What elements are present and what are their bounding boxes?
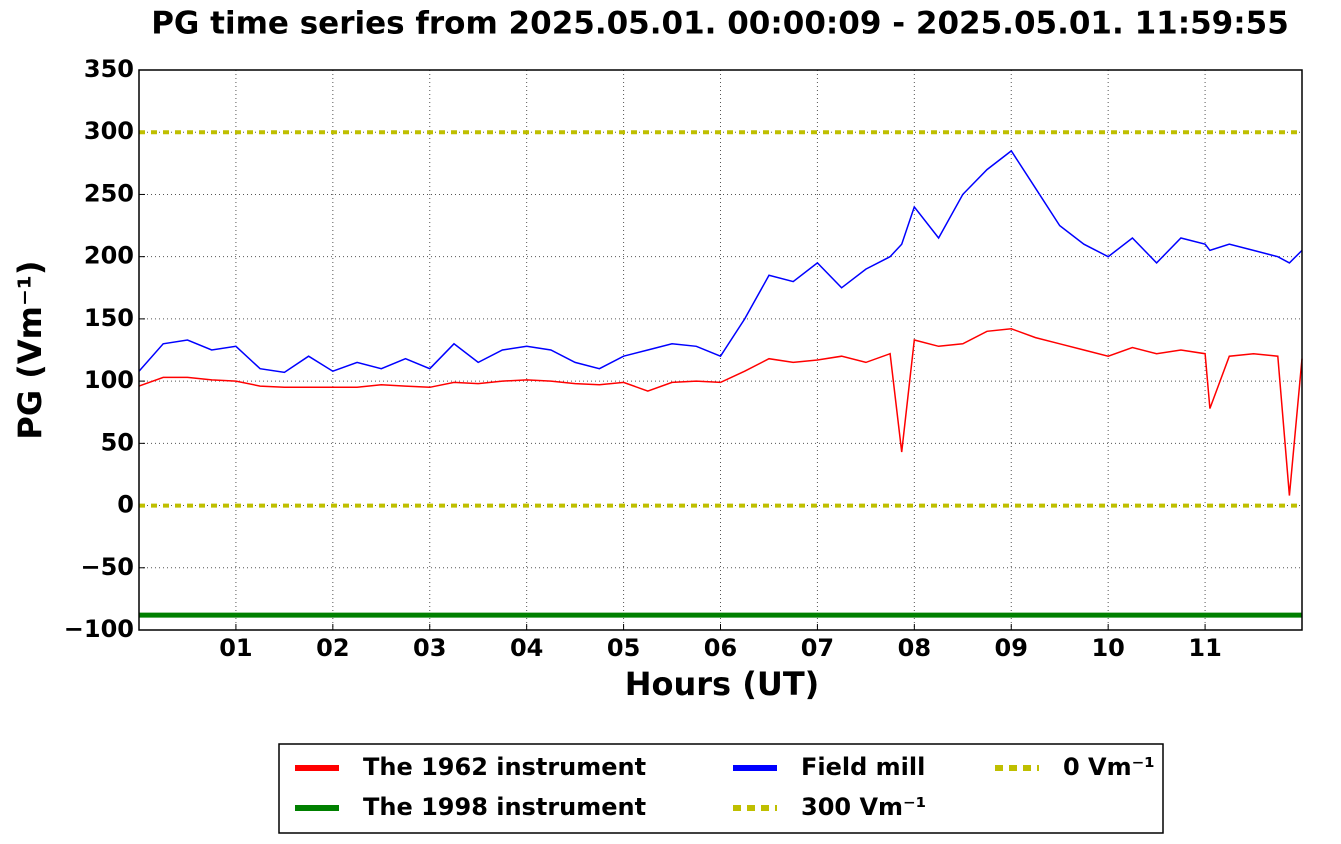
y-tick-label: 100 xyxy=(84,366,134,394)
x-tick-label: 02 xyxy=(316,634,349,662)
x-tick-label: 06 xyxy=(704,634,737,662)
y-tick-label: 300 xyxy=(84,117,134,145)
legend-label: 0 Vm⁻¹ xyxy=(1063,753,1155,781)
legend-label: 300 Vm⁻¹ xyxy=(801,793,926,821)
x-tick-label: 11 xyxy=(1188,634,1221,662)
plot-frame xyxy=(138,69,1303,631)
y-tick-label: −50 xyxy=(80,553,134,581)
x-tick-label: 01 xyxy=(219,634,252,662)
series-line xyxy=(138,149,1303,374)
series-line xyxy=(138,328,1303,496)
x-tick-label: 07 xyxy=(801,634,834,662)
y-tick-label: 150 xyxy=(84,304,134,332)
y-axis-label: PG (Vm⁻¹) xyxy=(11,260,49,439)
x-tick-label: 09 xyxy=(995,634,1028,662)
y-tick-label: 0 xyxy=(117,491,134,519)
x-tick-label: 05 xyxy=(607,634,640,662)
y-tick-label: −100 xyxy=(64,615,134,643)
x-axis-label: Hours (UT) xyxy=(625,665,820,703)
y-tick-label: 50 xyxy=(101,428,134,456)
legend-label: The 1962 instrument xyxy=(363,753,646,781)
x-tick-label: 04 xyxy=(510,634,543,662)
y-tick-label: 200 xyxy=(84,242,134,270)
x-tick-label: 08 xyxy=(898,634,931,662)
legend-label: The 1998 instrument xyxy=(363,793,646,821)
x-tick-label: 03 xyxy=(413,634,446,662)
legend-label: Field mill xyxy=(801,753,925,781)
x-tick-label: 10 xyxy=(1091,634,1124,662)
y-tick-label: 350 xyxy=(84,55,134,83)
legend-box xyxy=(278,743,1164,834)
chart-title: PG time series from 2025.05.01. 00:00:09… xyxy=(151,6,1289,42)
y-tick-label: 250 xyxy=(84,179,134,207)
